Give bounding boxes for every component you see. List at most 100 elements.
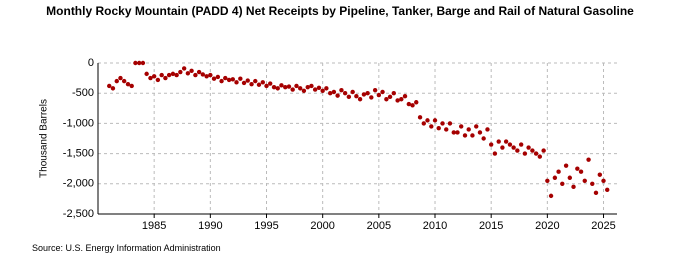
point — [290, 87, 295, 92]
point — [350, 89, 355, 95]
point — [133, 60, 138, 66]
point — [410, 103, 415, 108]
point — [316, 85, 322, 90]
point — [107, 83, 112, 89]
point — [189, 68, 194, 74]
x-tick-label: 1995 — [254, 220, 278, 232]
point — [414, 100, 419, 105]
point — [395, 98, 400, 103]
point — [578, 169, 584, 174]
point — [178, 69, 183, 75]
y-tick-label: -1,500 — [63, 148, 94, 160]
point — [230, 77, 236, 82]
point — [402, 94, 408, 99]
point — [563, 163, 569, 168]
point — [571, 184, 576, 190]
source-note: Source: U.S. Energy Information Administ… — [32, 243, 221, 253]
point — [294, 83, 299, 89]
point — [575, 166, 580, 171]
point — [298, 86, 303, 91]
point — [451, 130, 456, 135]
point — [211, 76, 217, 81]
point — [226, 77, 232, 83]
point — [121, 78, 127, 84]
y-tick-label: -500 — [72, 87, 94, 99]
point — [496, 139, 501, 144]
point — [380, 89, 385, 95]
point — [125, 81, 131, 87]
point — [151, 74, 157, 79]
point — [365, 91, 370, 96]
point — [601, 178, 606, 183]
point — [518, 142, 524, 147]
x-tick-label: 1990 — [198, 220, 222, 232]
point — [249, 81, 254, 87]
point — [196, 69, 202, 75]
point — [567, 175, 573, 180]
point — [474, 124, 479, 129]
point — [421, 121, 426, 126]
point — [387, 94, 393, 100]
point — [537, 154, 543, 159]
point — [324, 86, 329, 91]
point — [384, 97, 389, 102]
point — [346, 94, 352, 100]
point — [155, 77, 161, 83]
point — [399, 97, 404, 102]
point — [466, 127, 471, 132]
point — [241, 80, 247, 86]
point — [481, 136, 486, 141]
point — [458, 124, 464, 129]
point — [185, 71, 191, 76]
point — [215, 74, 221, 80]
point — [223, 75, 228, 81]
point — [275, 86, 280, 91]
point — [526, 145, 531, 150]
point — [271, 84, 277, 90]
point — [219, 78, 224, 84]
point — [253, 78, 258, 84]
point — [515, 148, 520, 153]
point — [548, 193, 554, 199]
point — [174, 72, 179, 78]
point — [148, 75, 153, 81]
point — [279, 83, 284, 88]
point — [593, 190, 599, 196]
point — [204, 74, 209, 79]
point — [556, 169, 561, 174]
point — [477, 130, 483, 135]
point — [530, 148, 535, 153]
point — [429, 124, 434, 129]
point — [260, 80, 265, 85]
point — [320, 88, 325, 93]
point — [163, 75, 168, 81]
y-axis-label: Thousand Barrels — [39, 99, 50, 178]
point — [301, 88, 307, 93]
point — [605, 187, 610, 193]
point — [357, 97, 363, 102]
point — [181, 66, 187, 71]
point — [245, 78, 250, 83]
point — [485, 127, 490, 132]
point — [264, 83, 269, 89]
point — [256, 82, 262, 87]
point — [590, 181, 595, 186]
point — [159, 72, 164, 78]
point — [545, 178, 550, 183]
point — [208, 72, 213, 78]
point — [309, 83, 314, 89]
point — [129, 83, 134, 89]
point — [114, 78, 119, 84]
point — [361, 92, 367, 97]
point — [488, 142, 494, 147]
point — [369, 95, 374, 100]
point — [597, 172, 603, 177]
point — [425, 118, 430, 123]
point — [522, 151, 528, 156]
point — [234, 80, 239, 85]
point — [339, 87, 344, 93]
point — [283, 84, 288, 90]
point — [238, 76, 243, 81]
point — [372, 87, 378, 93]
point — [417, 115, 423, 120]
